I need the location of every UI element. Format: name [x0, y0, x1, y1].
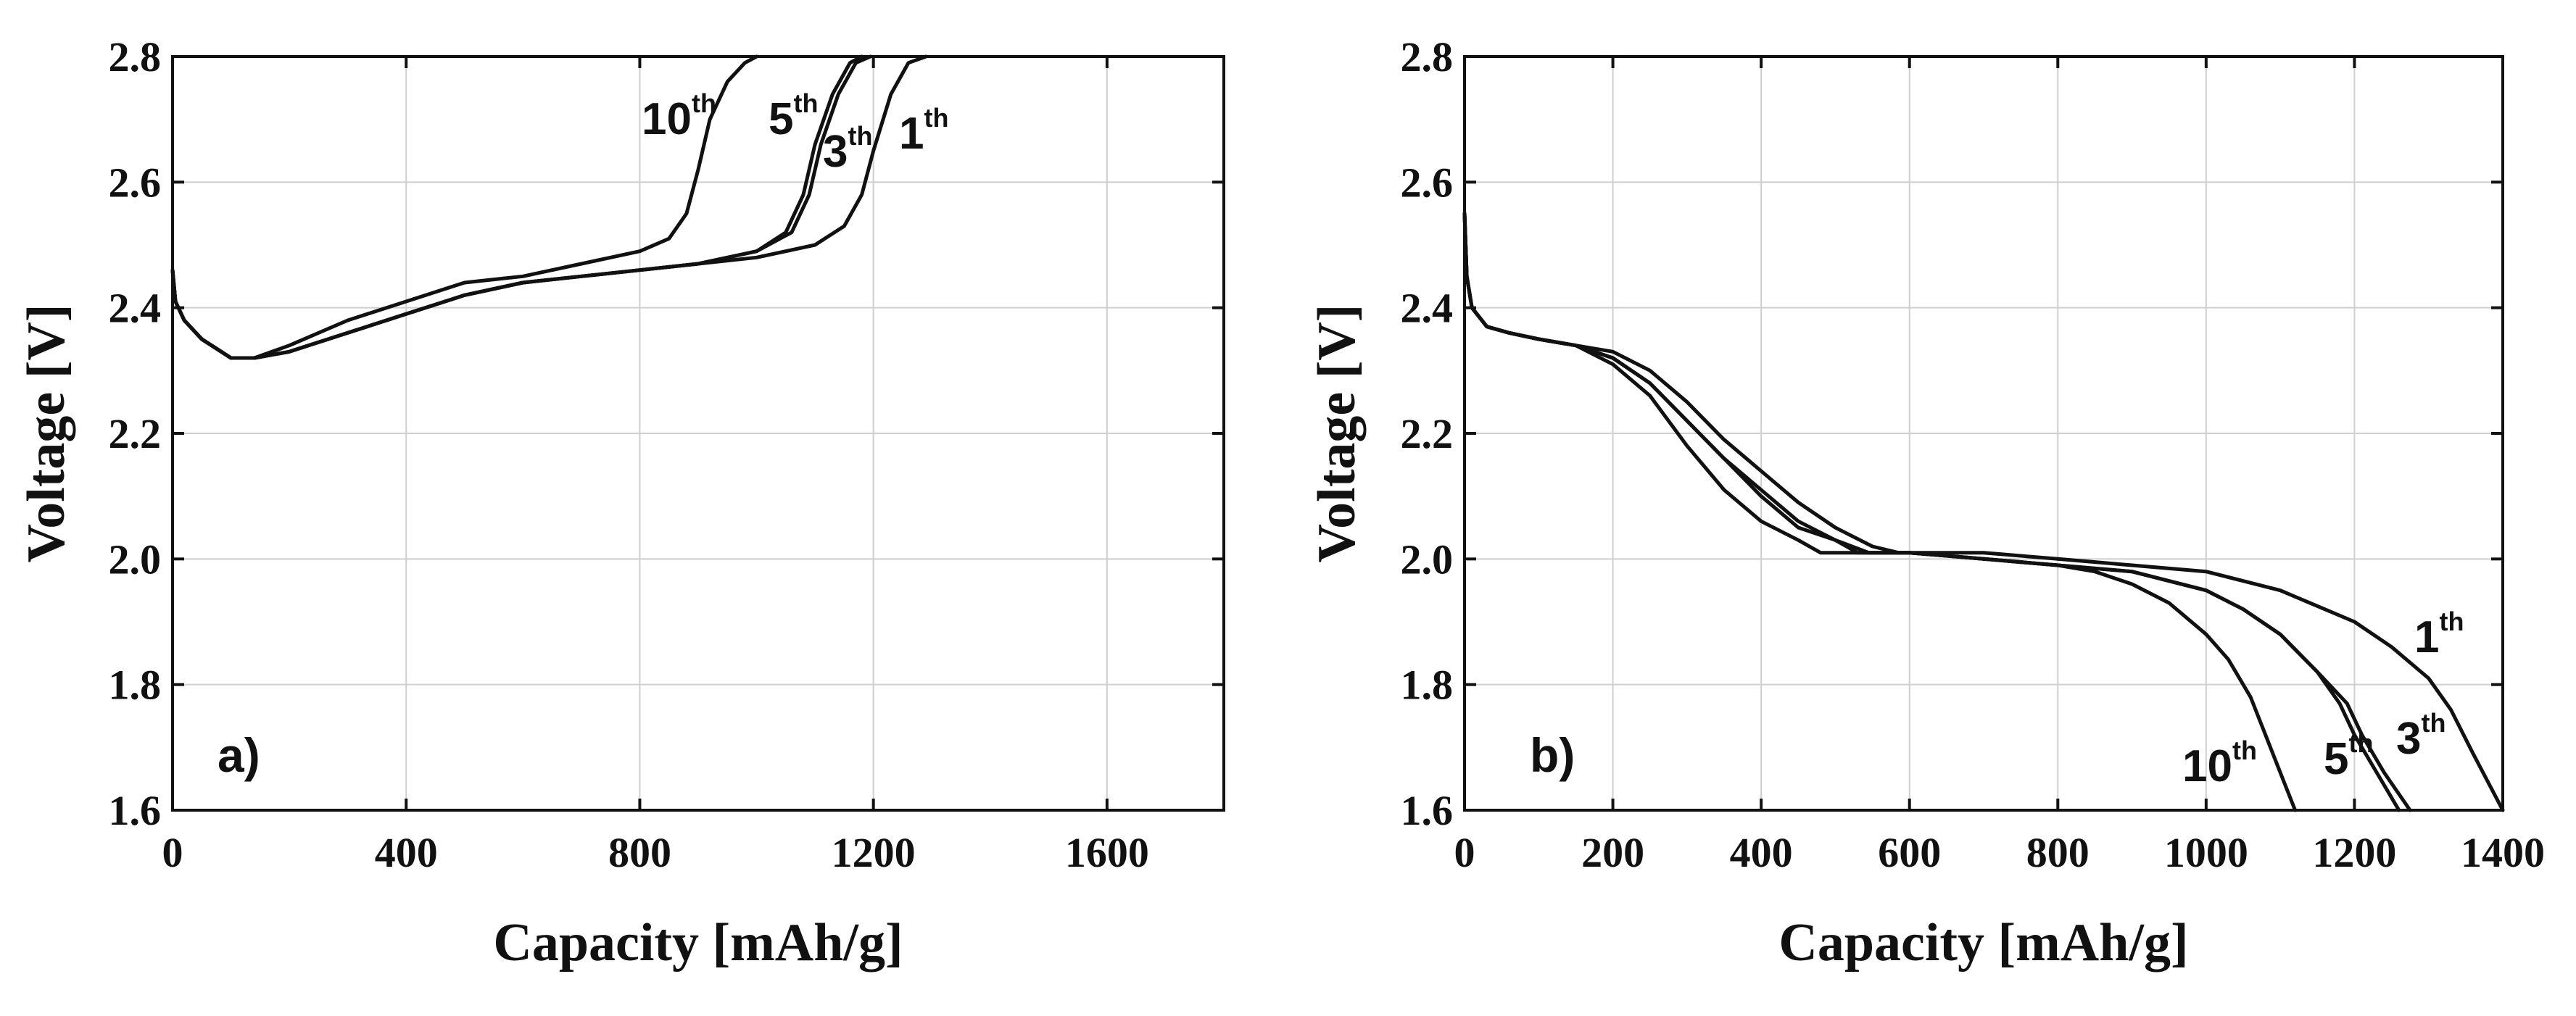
y-tick-label: 2.6 — [109, 159, 162, 206]
y-tick-label: 2.4 — [109, 285, 162, 332]
cycle-label-5th: 5th — [2324, 728, 2373, 784]
cycle-suffix: th — [692, 88, 716, 118]
cycle-label-1th: 1th — [899, 103, 948, 159]
y-axis-title: Voltage [V] — [17, 304, 76, 563]
cycle-suffix: th — [924, 103, 948, 133]
x-tick-label: 0 — [162, 829, 183, 876]
series-line-3th — [1462, 212, 2412, 812]
chart-panel-a: 0 400 800 1200 1600 1.6 1.8 2.0 2.2 2.4 2.6 2.8 Capa… — [17, 33, 1225, 973]
cycle-suffix: th — [2348, 728, 2373, 758]
cycle-label-10th: 10th — [642, 88, 716, 144]
y-tick-label: 2.8 — [109, 33, 162, 80]
y-tick-label: 2.2 — [109, 410, 162, 457]
cycle-number: 10 — [2182, 741, 2232, 791]
y-tick-label: 2.2 — [1401, 410, 1454, 457]
x-tick-label: 1600 — [1065, 829, 1149, 876]
x-tick-label: 800 — [608, 829, 671, 876]
y-tick-label: 2.4 — [1401, 285, 1454, 332]
y-tick-label: 2.8 — [1401, 33, 1454, 80]
cycle-label-3th: 3th — [823, 121, 872, 177]
x-tick-label: 200 — [1581, 829, 1644, 876]
x-tick-label: 0 — [1454, 829, 1475, 876]
x-axis-title: Capacity [mAh/g] — [1778, 913, 2188, 973]
x-tick-label: 1200 — [2312, 829, 2396, 876]
series-line-10th — [1462, 212, 2298, 812]
cycle-suffix: th — [2232, 736, 2257, 765]
gridlines — [173, 57, 1224, 810]
x-tick-label: 800 — [2026, 829, 2090, 876]
y-tick-label: 1.8 — [1401, 662, 1454, 709]
y-tick-label: 2.6 — [1401, 159, 1454, 206]
cycle-number: 3 — [823, 127, 848, 177]
x-tick-label: 400 — [1730, 829, 1793, 876]
y-tick-label: 1.6 — [109, 787, 162, 834]
series-line-1th — [1462, 212, 2505, 812]
series-line-3th — [170, 54, 873, 360]
y-tick-label: 2.0 — [1401, 536, 1454, 583]
cycle-number: 1 — [2414, 612, 2439, 662]
cycle-suffix: th — [2439, 607, 2464, 636]
y-tick-label: 1.6 — [1401, 787, 1454, 834]
chart-panel-b: 0 200 400 600 800 1000 1200 1400 1.6 1.8 2.0 2.2 2.4… — [1307, 33, 2545, 973]
x-tick-label: 600 — [1878, 829, 1941, 876]
series-line-5th — [170, 54, 864, 360]
cycle-number: 3 — [2396, 714, 2421, 764]
y-tick-label: 2.0 — [109, 536, 162, 583]
cycle-label-10th: 10th — [2182, 736, 2257, 791]
cycle-suffix: th — [848, 121, 872, 151]
cycle-suffix: th — [793, 88, 818, 118]
x-tick-label: 1000 — [2164, 829, 2248, 876]
series-line-1th — [170, 54, 928, 360]
panel-label: a) — [218, 728, 260, 782]
cycle-label-3th: 3th — [2396, 708, 2445, 764]
x-tick-label: 1200 — [832, 829, 916, 876]
panel-label: b) — [1530, 728, 1575, 782]
cycle-suffix: th — [2421, 708, 2445, 738]
cycle-number: 1 — [899, 109, 924, 159]
cycle-number: 5 — [769, 94, 793, 144]
gridlines — [1465, 57, 2503, 810]
cycle-number: 5 — [2324, 734, 2348, 784]
x-axis-title: Capacity [mAh/g] — [493, 913, 903, 973]
cycle-number: 10 — [642, 94, 692, 144]
cycle-label-5th: 5th — [769, 88, 818, 144]
x-tick-label: 400 — [375, 829, 438, 876]
y-axis-title: Voltage [V] — [1307, 304, 1367, 563]
cycle-label-1th: 1th — [2414, 607, 2464, 662]
y-tick-label: 1.8 — [109, 662, 162, 709]
x-tick-label: 1400 — [2461, 829, 2545, 876]
